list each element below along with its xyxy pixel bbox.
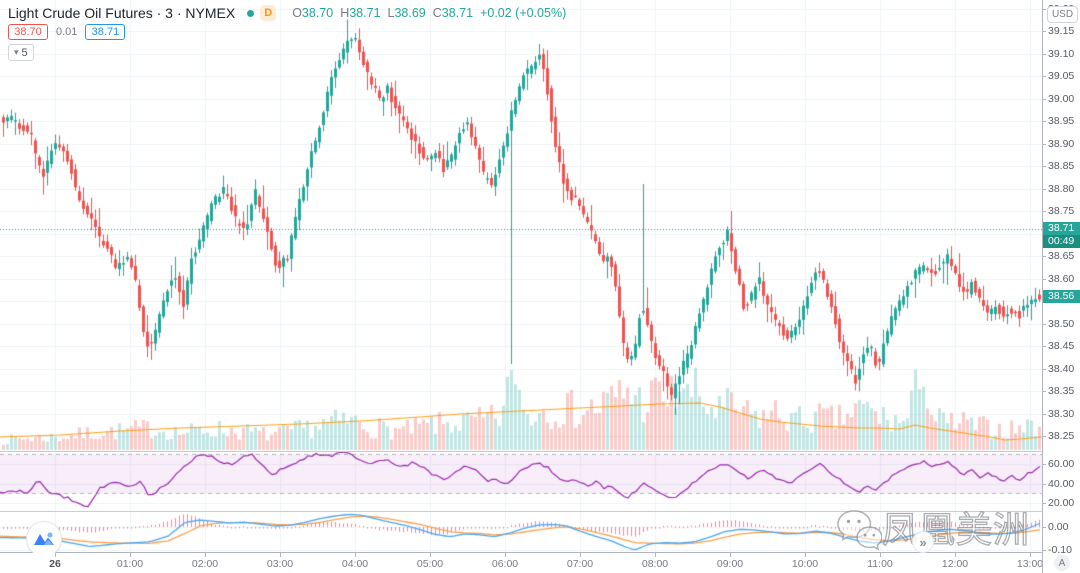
time-axis[interactable]: 26 01:00 02:00 03:00 04:00 05:00 06:00 07:00 08:…: [0, 553, 1080, 573]
macd-axis-tick: 0.00: [1042, 521, 1080, 533]
change-value: +0.02 (+0.05%): [480, 6, 567, 20]
time-tick-strip: 26 01:00 02:00 03:00 04:00 05:00 06:00 07:00 08:…: [0, 553, 1042, 573]
price-axis-tick: 38.45: [1042, 340, 1080, 352]
price-axis-tick: 39.00: [1042, 93, 1080, 105]
price-axis-tick: 39.05: [1042, 70, 1080, 82]
last-price-label: 38.56: [1043, 290, 1080, 303]
bid-ask-row: 38.70 0.01 38.71: [8, 24, 126, 40]
chart-header: Light Crude Oil Futures · 3 · NYMEX D O3…: [8, 5, 566, 21]
time-axis-tick: 03:00: [258, 553, 302, 570]
bar-countdown-label: 00:49: [1043, 235, 1080, 248]
open-value: 38.70: [301, 6, 334, 20]
expand-chevrons-button[interactable]: »: [912, 531, 934, 553]
time-axis-tick: 06:00: [483, 553, 527, 570]
symbol-title: Light Crude Oil Futures · 3 · NYMEX: [8, 5, 236, 21]
low-value: 38.69: [394, 6, 426, 20]
price-axis-tick: 38.80: [1042, 183, 1080, 195]
price-axis[interactable]: 39.2039.1539.1039.0539.0038.9538.9038.85…: [1042, 0, 1080, 556]
time-axis-tick: 04:00: [333, 553, 377, 570]
broker-logo: [26, 521, 62, 557]
price-axis-tick: 38.85: [1042, 160, 1080, 172]
price-axis-tick: 39.15: [1042, 25, 1080, 37]
spread-value: 0.01: [56, 26, 78, 38]
close-value: 38.71: [441, 6, 474, 20]
price-axis-tick: 38.30: [1042, 408, 1080, 420]
price-chart-canvas[interactable]: [0, 0, 1042, 553]
time-axis-tick: 02:00: [183, 553, 227, 570]
panel-divider-macd[interactable]: [0, 511, 1080, 512]
time-axis-tick: 13:00: [1008, 553, 1042, 570]
daily-data-badge[interactable]: D: [260, 5, 277, 21]
price-axis-tick: 38.75: [1042, 205, 1080, 217]
price-axis-tick: 38.90: [1042, 138, 1080, 150]
bars-dropdown-value: 5: [21, 46, 28, 59]
price-axis-tick: 38.60: [1042, 273, 1080, 285]
time-axis-tick: 01:00: [108, 553, 152, 570]
rsi-axis-tick: 40.00: [1042, 478, 1080, 490]
high-value: 38.71: [349, 6, 381, 20]
time-axis-tick: 09:00: [708, 553, 752, 570]
time-axis-border: [0, 552, 1080, 553]
time-axis-tick: 08:00: [633, 553, 677, 570]
price-axis-tick: 38.50: [1042, 318, 1080, 330]
price-axis-tick: 38.40: [1042, 363, 1080, 375]
rsi-axis-tick: 60.00: [1042, 458, 1080, 470]
sell-bid-button[interactable]: 38.70: [8, 24, 48, 40]
price-axis-tick: 39.10: [1042, 48, 1080, 60]
price-axis-tick: 38.95: [1042, 115, 1080, 127]
price-axis-border: [1042, 0, 1043, 573]
price-axis-tick: 38.25: [1042, 430, 1080, 442]
rsi-axis-tick: 20.00: [1042, 497, 1080, 509]
currency-toggle-button[interactable]: USD: [1047, 6, 1078, 23]
chevron-down-icon: ▾: [14, 47, 19, 57]
bars-dropdown-button[interactable]: ▾ 5: [8, 44, 34, 61]
time-axis-tick: 05:00: [408, 553, 452, 570]
price-axis-tick: 38.65: [1042, 250, 1080, 262]
time-axis-tick: 11:00: [858, 553, 902, 570]
time-axis-tick: 07:00: [558, 553, 602, 570]
time-axis-tick: 12:00: [933, 553, 977, 570]
prev-close-price-label: 38.71: [1043, 222, 1080, 235]
buy-ask-button[interactable]: 38.71: [85, 24, 126, 40]
data-source-dot-icon: [247, 9, 255, 17]
auto-scale-button[interactable]: A: [1054, 555, 1070, 571]
time-axis-tick: 10:00: [783, 553, 827, 570]
price-axis-tick: 38.35: [1042, 385, 1080, 397]
time-axis-tick: 26: [33, 553, 77, 570]
panel-divider-rsi[interactable]: [0, 451, 1080, 452]
mountain-cloud-icon: [34, 532, 54, 545]
ohlc-readout: O38.70 H38.71 L38.69 C38.71 +0.02 (+0.05…: [292, 6, 567, 20]
